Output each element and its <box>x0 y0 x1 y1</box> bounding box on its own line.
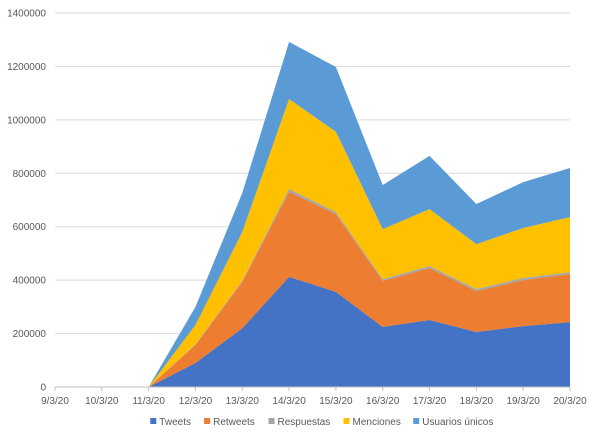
x-tick-label: 20/3/20 <box>553 396 587 407</box>
y-tick-label: 800000 <box>13 169 47 180</box>
y-tick-label: 0 <box>40 383 46 394</box>
x-tick-label: 11/3/20 <box>132 396 165 407</box>
legend-label: Tweets <box>159 417 191 428</box>
x-tick-label: 14/3/20 <box>272 396 306 407</box>
legend-swatch <box>343 418 350 424</box>
y-tick-label: 1000000 <box>7 115 46 126</box>
x-tick-label: 10/3/20 <box>85 396 119 407</box>
legend-swatch <box>413 418 420 424</box>
x-tick-label: 19/3/20 <box>506 396 540 407</box>
area-retweets <box>55 191 570 387</box>
x-tick-label: 13/3/20 <box>226 396 260 407</box>
x-tick-label: 17/3/20 <box>413 396 447 407</box>
legend-swatch <box>268 418 275 424</box>
y-tick-label: 1200000 <box>7 62 46 73</box>
x-tick-label: 16/3/20 <box>366 396 400 407</box>
x-tick-label: 15/3/20 <box>319 396 353 407</box>
legend-label: Usuarios únicos <box>422 417 493 428</box>
y-tick-label: 1400000 <box>7 9 46 20</box>
y-tick-label: 200000 <box>13 329 47 340</box>
legend-label: Menciones <box>353 417 401 428</box>
area-usuarios-únicos <box>55 41 570 387</box>
area-tweets <box>55 276 570 387</box>
legend-swatch <box>150 418 157 424</box>
area-menciones <box>55 99 570 388</box>
y-tick-label: 600000 <box>13 222 47 233</box>
legend-label: Retweets <box>213 417 255 428</box>
legend-swatch <box>204 418 211 424</box>
y-tick-label: 400000 <box>13 276 47 287</box>
x-tick-label: 18/3/20 <box>460 396 494 407</box>
x-tick-label: 12/3/20 <box>179 396 213 407</box>
x-tick-label: 9/3/20 <box>41 396 69 407</box>
legend-label: Respuestas <box>278 417 331 428</box>
